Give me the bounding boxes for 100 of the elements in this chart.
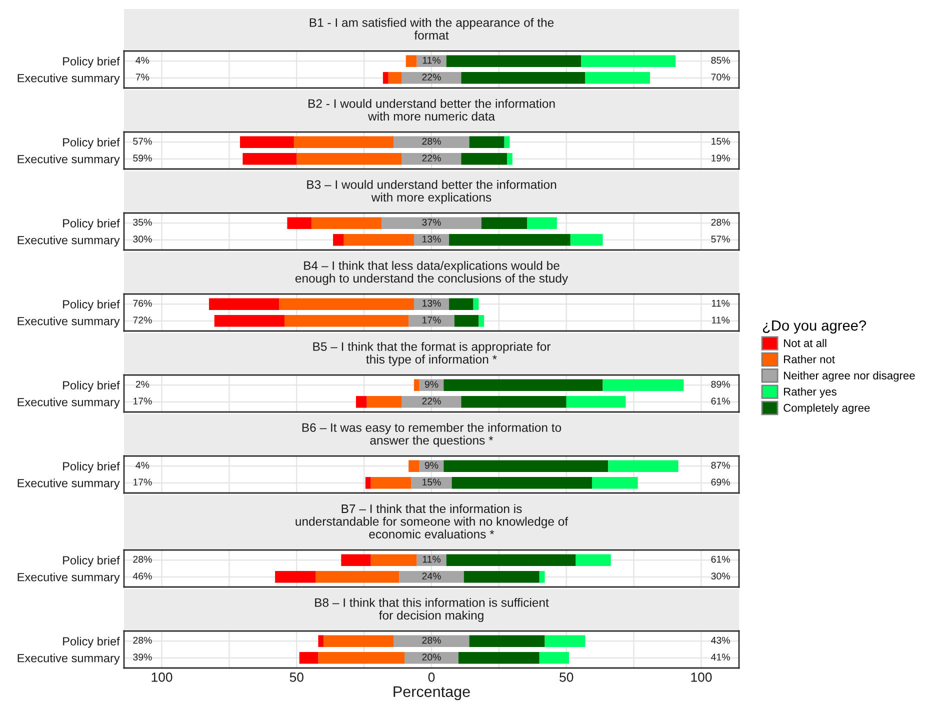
y-tick-label: Executive summary — [18, 654, 120, 665]
bar — [507, 153, 512, 165]
bar — [208, 298, 280, 310]
chart-title: B2 - I would understand better the information with more numeric data — [308, 98, 555, 121]
bar — [452, 477, 592, 489]
bar — [461, 396, 566, 408]
bar — [602, 379, 684, 391]
legend-label: Neither agree nor disagree — [784, 371, 915, 382]
x-tick-label: 50 — [560, 672, 574, 682]
annotation: 7% — [136, 74, 150, 80]
bar — [382, 72, 388, 84]
y-tick-label: Executive summary — [18, 478, 120, 490]
bar — [544, 635, 586, 647]
legend-label: Rather yes — [784, 387, 836, 398]
bar — [446, 55, 582, 67]
bar — [294, 136, 394, 148]
bar — [284, 315, 409, 327]
bar — [214, 315, 284, 327]
annotation: 2% — [136, 380, 150, 388]
annotation: 22% — [422, 74, 441, 80]
annotation: 4% — [136, 56, 150, 64]
bar — [585, 72, 650, 84]
bar — [275, 571, 316, 583]
y-tick-label: Executive summary — [18, 154, 120, 166]
bar — [446, 554, 576, 566]
annotation: 20% — [422, 654, 441, 661]
legend-label: Rather not — [784, 355, 835, 364]
annotation: 85% — [711, 56, 730, 64]
annotation: 17% — [422, 316, 441, 324]
bar — [444, 460, 608, 472]
bar — [539, 652, 570, 664]
bar — [449, 234, 570, 246]
bar — [570, 234, 603, 246]
legend-label: Not at all — [784, 338, 826, 348]
annotation: 11% — [422, 56, 441, 64]
bar — [370, 554, 417, 566]
annotation: 46% — [132, 572, 152, 580]
bar — [296, 153, 402, 165]
annotation: 43% — [711, 636, 730, 644]
bar — [464, 571, 540, 583]
bar — [478, 315, 484, 327]
bar — [406, 55, 417, 67]
bar — [408, 460, 420, 472]
bar — [242, 153, 297, 165]
bar — [461, 72, 586, 84]
y-tick-label: Policy brief — [63, 636, 120, 648]
annotation: 11% — [712, 300, 730, 307]
bar — [333, 234, 344, 246]
annotation: 30% — [711, 572, 730, 580]
y-tick-label: Policy brief — [63, 462, 120, 473]
annotation: 39% — [133, 654, 152, 661]
annotation: 69% — [711, 478, 730, 486]
annotation: 89% — [711, 380, 730, 388]
bar — [366, 396, 402, 408]
annotation: 87% — [711, 462, 730, 469]
bar — [444, 379, 603, 391]
annotation: 15% — [422, 478, 441, 486]
bar — [576, 554, 611, 566]
annotation: 72% — [133, 316, 152, 324]
annotation: 37% — [422, 218, 441, 226]
bar — [311, 217, 382, 229]
annotation: 30% — [133, 236, 152, 243]
annotation: 15% — [712, 138, 730, 145]
annotation: 17% — [133, 478, 152, 486]
y-tick-label: Policy brief — [63, 138, 120, 149]
y-tick-label: Policy brief — [63, 56, 120, 68]
annotation: 28% — [133, 636, 152, 644]
x-tick-label: 0 — [428, 672, 435, 682]
chart-title: B1 - I am satisfied with the appearance of the format — [310, 18, 554, 40]
bar — [581, 55, 676, 67]
annotation: 28% — [422, 138, 441, 145]
bar — [318, 652, 405, 664]
legend-title: ¿Do you agree? — [762, 320, 866, 334]
chart-title: B8 – I think that this information is sufficient for decision making — [315, 598, 549, 622]
annotation: 35% — [133, 218, 152, 226]
bar — [566, 396, 626, 408]
annotation: 61% — [711, 398, 730, 405]
annotation: 24% — [422, 572, 441, 580]
annotation: 57% — [133, 138, 152, 145]
annotation: 11% — [712, 316, 730, 324]
chart-title: B7 – I think that the information is understandable for someone with no knowledge of economic evaluations * — [296, 504, 568, 539]
bar — [356, 396, 367, 408]
annotation: 28% — [711, 218, 730, 226]
bar — [388, 72, 402, 84]
annotation: 61% — [711, 556, 730, 563]
x-tick-label: 100 — [152, 672, 172, 682]
bar — [458, 652, 540, 664]
bar — [299, 652, 318, 664]
bar — [240, 136, 294, 148]
bar — [318, 635, 324, 647]
y-tick-label: Policy brief — [63, 556, 120, 567]
bar — [414, 379, 420, 391]
annotation: 4% — [136, 462, 150, 469]
annotation: 22% — [422, 154, 441, 162]
bar — [454, 315, 479, 327]
bar — [473, 298, 479, 310]
bar — [365, 477, 371, 489]
y-tick-label: Policy brief — [63, 380, 120, 392]
x-tick-label: 50 — [290, 672, 304, 682]
y-tick-label: Executive summary — [18, 316, 120, 328]
